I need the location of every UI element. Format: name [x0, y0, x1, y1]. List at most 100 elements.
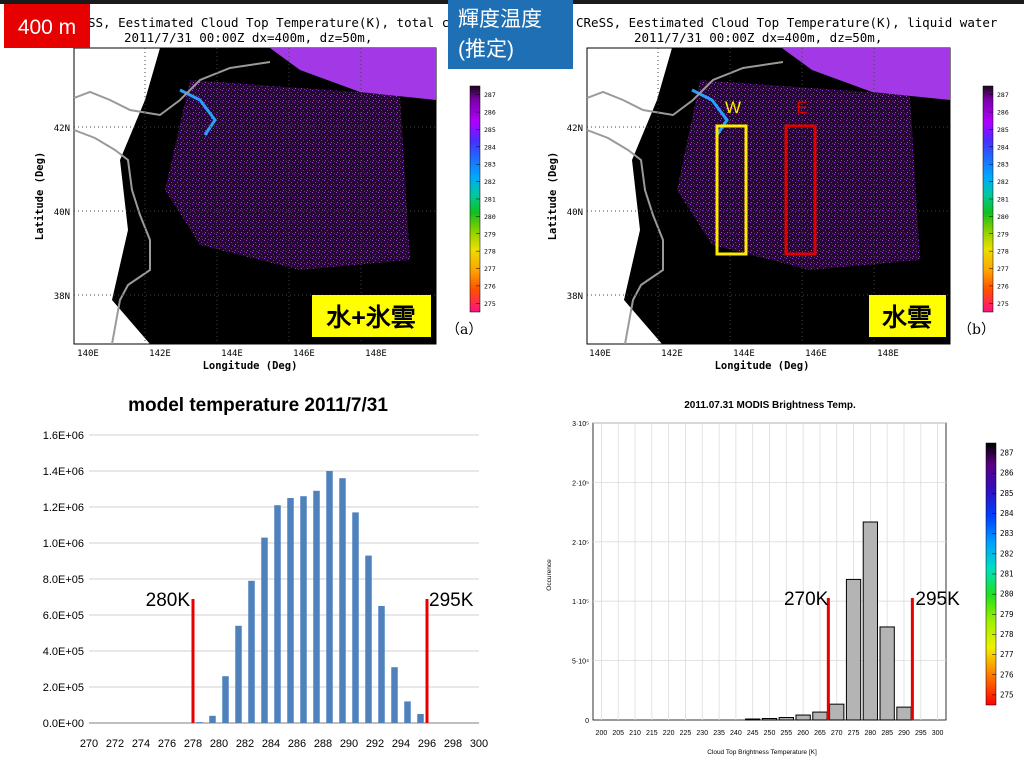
map-b-colorbar-tick-label: 281: [997, 196, 1009, 204]
map-b-xtick: 146E: [805, 349, 827, 359]
map-a-colorbar-tick-label: 284: [484, 143, 496, 151]
chart2-threshold-label: 270K: [784, 589, 829, 610]
chart1-y-tick-label: 8.0E+05: [43, 574, 84, 586]
map-a-ytick: 40N: [54, 208, 70, 218]
map-panel-b: CReSS, Eestimated Cloud Top Temperature(…: [547, 15, 1009, 372]
chart2-x-tick-label: 265: [814, 730, 826, 737]
chart2-x-tick-label: 220: [663, 730, 675, 737]
map-b-colorbar-tick-label: 277: [997, 265, 1009, 273]
map-a-colorbar-tick-label: 276: [484, 282, 496, 290]
chart2-colorbar-tick-label: 284: [1000, 509, 1014, 518]
map-b-ytick: 40N: [567, 208, 583, 218]
map-b-colorbar-ticks: 287 286 285 284 283 282 281 280 279 278 277 276 275: [989, 91, 1009, 308]
map-b-cloud-top-band: [782, 48, 950, 100]
chart2-y-tick-label: 5·10⁴: [572, 659, 589, 666]
map-b-coastline-honshu: [586, 129, 664, 345]
chart2-x-tick-label: 280: [865, 730, 877, 737]
chart1-bar: [235, 625, 242, 723]
chart2-colorbar-tick-label: 287: [1000, 449, 1014, 458]
chart2-y-tick-label: 2·10⁵: [572, 480, 589, 487]
map-a-colorbar-tick-label: 280: [484, 213, 496, 221]
chart2-colorbar-tick-label: 280: [1000, 590, 1014, 599]
chart2-bar: [778, 717, 794, 721]
chart2-bar: [761, 718, 778, 721]
chart2-y-tick-label: 3·10⁵: [572, 421, 589, 428]
chart2-x-tick-label: 285: [881, 730, 893, 737]
chart2-x-tick-label: 230: [696, 730, 708, 737]
chart2-colorbar-tick-label: 281: [1000, 570, 1014, 579]
chart1-x-tick-label: 278: [184, 738, 202, 750]
chart1-bar: [365, 555, 372, 723]
chart1-x-tick-label: 300: [470, 738, 488, 750]
chart1-x-tick-label: 284: [262, 738, 280, 750]
map-a-colorbar-tick-label: 279: [484, 230, 496, 238]
map-b-colorbar-tick-label: 279: [997, 230, 1009, 238]
chart1-bar: [300, 496, 307, 723]
chart1-y-tick-label: 0.0E+00: [43, 718, 84, 730]
chart1-y-tick-label: 1.6E+06: [43, 430, 84, 442]
chart2-x-tick-label: 215: [646, 730, 658, 737]
chart2-x-tick-label: 250: [764, 730, 776, 737]
map-a-ytick: 42N: [54, 124, 70, 134]
map-a-xtick: 146E: [293, 349, 315, 359]
chart2-colorbar-ticks: 287 286 285 284 283 282 281 280 279 278 277 276 275: [992, 449, 1014, 699]
chart1-bar: [339, 478, 346, 723]
chart1-bar: [274, 505, 281, 723]
map-b-y-axis-label: Latitude (Deg): [547, 152, 559, 241]
chart2-colorbar-tick-label: 277: [1000, 650, 1014, 659]
chart1-x-tick-label: 294: [392, 738, 410, 750]
chart2-colorbar-tick-label: 276: [1000, 670, 1014, 679]
map-b-xtick: 140E: [589, 349, 611, 359]
chart1-x-tick-label: 274: [132, 738, 150, 750]
chart1-y-tick-label: 1.2E+06: [43, 502, 84, 514]
chart1-bar: [391, 667, 398, 723]
brightness-label-box: [448, 0, 573, 69]
brightness-label-line2: (推定): [458, 38, 514, 61]
map-b-colorbar-tick-label: 286: [997, 109, 1009, 117]
chart1-threshold-label: 280K: [146, 590, 191, 611]
chart1-x-tick-label: 280: [210, 738, 228, 750]
chart2-x-tick-label: 260: [797, 730, 809, 737]
chart1-x-tick-label: 288: [314, 738, 332, 750]
chart1-bar: [313, 490, 320, 723]
map-a-colorbar-tick-label: 282: [484, 178, 496, 186]
chart1-bar: [222, 676, 229, 723]
map-b-east-label: E: [796, 98, 807, 117]
chart1-bar: [378, 606, 385, 723]
chart1-bar: [196, 722, 203, 723]
map-a-colorbar-tick-label: 275: [484, 300, 496, 308]
chart1-x-tick-label: 298: [444, 738, 462, 750]
map-a-colorbar-tick-label: 277: [484, 265, 496, 273]
chart1-bar: [404, 701, 411, 723]
map-b-tag: 水雲: [882, 304, 932, 332]
map-a-coastline-honshu: [73, 129, 151, 345]
chart2-bar: [745, 718, 761, 721]
chart2-bar: [845, 578, 862, 721]
chart2-x-tick-label: 245: [747, 730, 759, 737]
chart2-bar: [896, 706, 912, 721]
map-a-xtick: 142E: [149, 349, 171, 359]
chart1-x-tick-label: 282: [236, 738, 254, 750]
model-temperature-chart: model temperature 2011/7/31 0.0E+00 2.0E+…: [43, 395, 488, 750]
chart1-bar: [261, 537, 268, 723]
chart1-bar: [326, 471, 333, 723]
resolution-badge: [4, 4, 90, 48]
chart1-bar: [352, 512, 359, 723]
map-b-colorbar-tick-label: 284: [997, 143, 1009, 151]
map-b-xtick: 142E: [661, 349, 683, 359]
chart1-threshold-label: 295K: [429, 590, 474, 611]
chart1-title: model temperature 2011/7/31: [128, 395, 388, 416]
chart2-x-tick-label: 240: [730, 730, 742, 737]
map-a-tag-box: [312, 295, 431, 337]
chart1-x-tick-label: 296: [418, 738, 436, 750]
map-a-colorbar-ticks: 287 286 285 284 283 282 281 280 279 278 277 276 275: [476, 91, 496, 308]
map-b-x-axis-label: Longitude (Deg): [715, 360, 810, 372]
map-b-colorbar-tick-label: 278: [997, 248, 1009, 256]
chart2-bar: [829, 703, 845, 721]
map-a-colorbar-tick-label: 285: [484, 126, 496, 134]
chart2-x-tick-label: 225: [680, 730, 692, 737]
chart2-x-tick-label: 210: [629, 730, 641, 737]
chart1-bar: [417, 714, 424, 723]
chart1-y-tick-label: 1.0E+06: [43, 538, 84, 550]
chart2-bar: [879, 626, 895, 721]
